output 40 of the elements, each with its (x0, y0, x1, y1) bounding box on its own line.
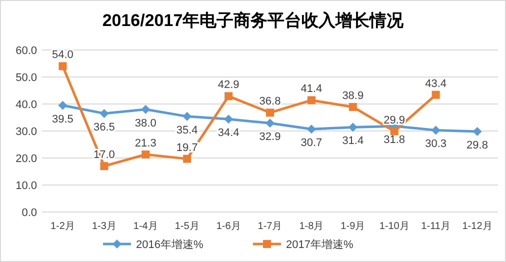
legend-label: 2016年增速% (136, 238, 204, 251)
y-tick-label: 0.0 (22, 207, 37, 219)
data-label: 36.5 (93, 121, 115, 134)
data-label: 36.8 (259, 96, 281, 108)
x-tick-label: 1-4月 (133, 221, 158, 232)
x-tick-label: 1-11月 (421, 221, 450, 232)
data-label: 38.0 (134, 117, 156, 130)
data-label: 30.7 (300, 137, 322, 150)
data-label: 29.8 (466, 140, 488, 152)
x-tick-label: 1-8月 (299, 221, 324, 232)
x-tick-label: 1-6月 (216, 221, 241, 232)
y-tick-label: 30.0 (16, 126, 37, 138)
data-label: 39.5 (52, 113, 74, 126)
data-label: 42.9 (218, 79, 240, 92)
x-tick-label: 1-12月 (462, 221, 492, 232)
legend-label: 2017年增速% (286, 238, 354, 251)
data-label: 21.3 (134, 137, 156, 150)
chart-title: 2016/2017年电子商务平台收入增长情况 (102, 11, 405, 30)
data-label: 38.9 (342, 90, 364, 102)
y-tick-label: 20.0 (16, 153, 37, 165)
data-label: 35.4 (176, 124, 198, 136)
y-tick-label: 60.0 (16, 45, 37, 57)
data-label: 54.0 (52, 49, 74, 62)
data-label: 32.9 (259, 131, 281, 144)
y-tick-label: 10.0 (16, 180, 37, 192)
data-label: 31.8 (384, 134, 406, 146)
data-label: 41.4 (300, 83, 322, 96)
data-label: 30.3 (425, 138, 447, 150)
x-tick-label: 1-9月 (340, 221, 366, 232)
x-tick-label: 1-5月 (174, 221, 200, 232)
data-label: 34.4 (218, 127, 240, 140)
data-label: 31.4 (342, 135, 364, 148)
x-tick-label: 1-10月 (379, 221, 410, 232)
x-tick-label: 1-2月 (50, 221, 75, 232)
y-tick-label: 40.0 (16, 99, 37, 111)
x-tick-label: 1-7月 (258, 221, 282, 232)
data-label: 29.9 (384, 114, 406, 126)
data-label: 43.4 (425, 78, 447, 90)
x-tick-label: 1-3月 (92, 221, 116, 232)
y-tick-label: 50.0 (16, 72, 37, 84)
